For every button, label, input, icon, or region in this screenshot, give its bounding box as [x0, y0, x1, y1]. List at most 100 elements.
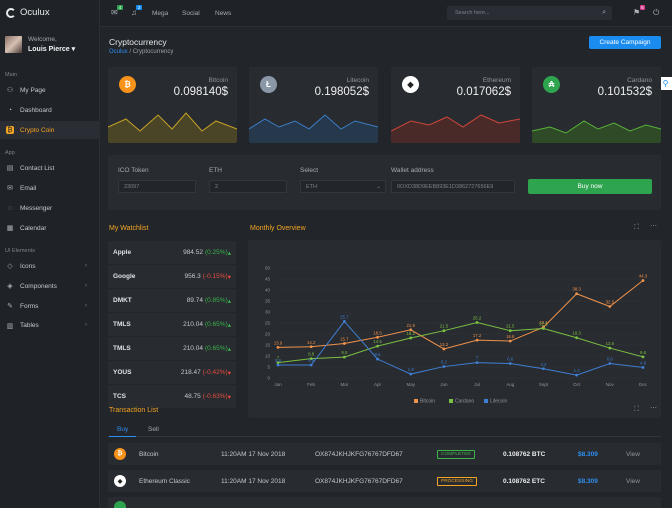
search-icon[interactable]: ⌕	[602, 8, 606, 16]
watchlist-row[interactable]: DMKT 89.74 (0.85%) ▴	[108, 289, 236, 312]
sidebar-item-label: Calendar	[20, 224, 47, 232]
watchlist-row[interactable]: Apple 984.52 (0.25%) ▴	[108, 241, 236, 264]
nav-mega[interactable]: Mega	[152, 10, 169, 17]
tab-sell[interactable]: Sell	[148, 426, 159, 433]
watchlist-row[interactable]: Google 956.3 (-0.15%) ▾	[108, 265, 236, 288]
stock-name: TMLS	[113, 321, 131, 328]
stock-name: TMLS	[113, 345, 131, 352]
coin-card-ethereum[interactable]: ◆ Ethereum 0.017062$	[391, 67, 520, 143]
avatar[interactable]	[5, 36, 22, 53]
sidebar-item-forms[interactable]: ✎ Forms ›	[0, 297, 100, 315]
welcome-text: Welcome,	[28, 36, 57, 43]
sidebar-item-components[interactable]: ◈ Components ›	[0, 277, 100, 295]
data-point	[608, 362, 612, 365]
more-icon[interactable]: ⋯	[650, 405, 657, 412]
user-name-dropdown[interactable]: Louis Pierce ▾	[28, 46, 76, 53]
buy-now-button[interactable]: Buy now	[528, 179, 652, 194]
alerts-button[interactable]: ⚑ 5	[633, 5, 646, 17]
more-icon[interactable]: ⋯	[650, 223, 657, 230]
y-tick-label: 10	[265, 354, 271, 359]
fullscreen-icon[interactable]: ⛶	[634, 406, 639, 413]
data-label: 6.6	[607, 356, 614, 361]
breadcrumb-root[interactable]: Oculux	[109, 49, 128, 55]
sidebar: Oculux Welcome, Louis Pierce ▾ Main ⚇ My …	[0, 0, 100, 508]
chevron-down-icon: ⌄	[376, 184, 381, 190]
x-tick-label: Mar	[340, 382, 348, 387]
data-point	[309, 363, 313, 367]
sidebar-item-tables[interactable]: ▥ Tables ›	[0, 317, 100, 329]
data-label: 23.1	[539, 320, 548, 325]
wallet-address-input[interactable]: 0OXD38D9EEB893E1D3862727656E9	[391, 180, 515, 193]
coin-card-cardano[interactable]: ₳ Cardano 0.101532$	[532, 67, 661, 143]
data-point	[575, 336, 579, 340]
series-line-bitcoin	[277, 280, 644, 350]
breadcrumb-current: Cryptocurrency	[132, 49, 174, 55]
stock-change: (0.25%)	[204, 249, 228, 256]
data-point	[376, 335, 379, 339]
mail-button[interactable]: ✉ 4	[111, 5, 123, 17]
coin-name: Cardano	[627, 77, 652, 84]
ico-token-input[interactable]: 23097	[118, 180, 196, 193]
sidebar-item-my-page[interactable]: ⚇ My Page	[0, 81, 100, 99]
view-link[interactable]: View	[626, 477, 640, 485]
search-input[interactable]: Search here... ⌕	[447, 6, 612, 20]
data-point	[442, 329, 446, 333]
tx-hash: OX874JKHJKFG76767DFD67	[315, 450, 403, 458]
fullscreen-icon[interactable]: ⛶	[634, 224, 639, 231]
notifications-button[interactable]: ♫ 2	[131, 5, 142, 17]
data-label: 7	[277, 356, 280, 361]
watchlist-row[interactable]: TMLS 210.04 (0.65%) ▴	[108, 337, 236, 360]
nav-social[interactable]: Social	[182, 10, 200, 17]
sidebar-item-icons[interactable]: ◇ Icons ›	[0, 257, 100, 275]
sidebar-item-contact-list[interactable]: ▤ Contact List	[0, 159, 100, 177]
data-label: 18.2	[407, 331, 416, 336]
ethereum-sparkline	[391, 114, 520, 143]
legend-swatch	[414, 399, 418, 403]
watchlist-row[interactable]: TCS 48.75 (-0.63%) ▾	[108, 385, 236, 408]
sidebar-item-calendar[interactable]: ▦ Calendar	[0, 219, 100, 237]
data-label: 8.8	[308, 352, 315, 357]
breadcrumb: Oculux / Cryptocurrency	[109, 49, 174, 55]
power-button[interactable]: ⏻	[653, 8, 659, 18]
bitcoin-icon: ₿	[119, 76, 136, 93]
bell-icon: ♫	[131, 8, 137, 17]
transaction-row[interactable]: ◆ Ethereum Classic 11:20AM 17 Nov 2018 O…	[108, 470, 661, 492]
coin-card-litecoin[interactable]: Ł Litecoin 0.198052$	[249, 67, 378, 143]
x-tick-label: Jul	[474, 382, 480, 387]
transaction-row[interactable]: ₿ Bitcoin 11:20AM 17 Nov 2018 OX874JKHJK…	[108, 443, 661, 465]
currency-select-value: ETH	[306, 184, 317, 190]
data-point	[608, 305, 612, 308]
nav-news[interactable]: News	[215, 10, 232, 17]
tx-usd: $8.309	[578, 450, 598, 458]
coin-icon: ₿	[6, 126, 14, 134]
sidebar-item-messenger[interactable]: ◌ Messenger	[0, 199, 100, 217]
data-label: 4.8	[640, 360, 647, 365]
eth-input[interactable]: 2	[209, 180, 287, 193]
data-point	[376, 344, 379, 348]
legend-swatch	[449, 399, 453, 403]
stock-change: (-0.15%)	[202, 273, 228, 280]
data-point	[376, 357, 379, 361]
section-app: App	[5, 150, 15, 156]
create-campaign-button[interactable]: Create Campaign	[589, 36, 661, 49]
view-link[interactable]: View	[626, 450, 640, 458]
eth-label: ETH	[209, 167, 222, 174]
sidebar-item-label: Crypto Coin	[20, 126, 55, 134]
sidebar-item-dashboard[interactable]: ◔ Dashboard	[0, 101, 100, 119]
sidebar-item-label: Email	[20, 184, 37, 192]
tx-coin: Bitcoin	[139, 450, 159, 458]
sidebar-item-email[interactable]: ✉ Email	[0, 179, 100, 197]
app-logo[interactable]: Oculux	[6, 7, 50, 18]
watchlist-row[interactable]: YOUS 218.47 (-0.42%) ▾	[108, 361, 236, 384]
settings-pin-button[interactable]: ⚲	[659, 77, 672, 90]
tab-buy[interactable]: Buy	[109, 426, 137, 437]
mail-icon: ✉	[111, 8, 118, 17]
sidebar-item-crypto-coin[interactable]: ₿ Crypto Coin	[0, 121, 100, 139]
y-tick-label: 35	[265, 299, 271, 304]
data-point	[276, 361, 280, 364]
watchlist-row[interactable]: TMLS 210.04 (0.65%) ▴	[108, 313, 236, 336]
transaction-row[interactable]	[108, 497, 661, 508]
currency-select[interactable]: ETH ⌄	[300, 180, 386, 193]
coin-value: 0.101532$	[597, 86, 652, 98]
coin-card-bitcoin[interactable]: ₿ Bitcoin 0.098140$	[108, 67, 237, 143]
